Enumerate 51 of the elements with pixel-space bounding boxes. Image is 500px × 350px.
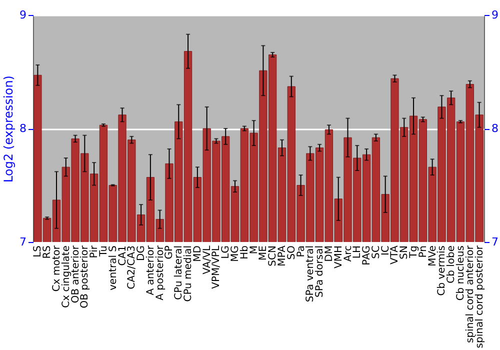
x-tick-label: PAG bbox=[362, 246, 373, 266]
y-tick-label: 7 bbox=[20, 236, 26, 248]
x-tick-label: A anterior bbox=[145, 244, 156, 296]
x-tick-label: GP bbox=[164, 246, 176, 260]
x-tick-label: Pir bbox=[89, 244, 100, 258]
x-tick-label: ventral S bbox=[108, 246, 119, 290]
y2-tick-label: 9 bbox=[492, 8, 498, 22]
x-tick-label: OB posterior bbox=[80, 244, 91, 308]
x-tick-label: VTA bbox=[390, 245, 401, 265]
x-tick-label: CPu medial bbox=[183, 246, 194, 302]
x-tick-label: M bbox=[248, 246, 260, 254]
x-tick-label: SC bbox=[370, 245, 382, 259]
x-tick-label: DG bbox=[136, 246, 148, 261]
x-tick-label: A posterior bbox=[154, 244, 166, 300]
x-tick-label: CA1 bbox=[117, 246, 128, 266]
x-tick-label: MPA bbox=[276, 245, 288, 266]
x-tick-label: Cx motor bbox=[51, 244, 62, 292]
x-tick-label: MVe bbox=[427, 246, 438, 266]
x-tick-label: ME bbox=[258, 246, 270, 260]
x-tick-label: spinal cord anterior bbox=[464, 244, 476, 343]
x-tick-label: OB anterior bbox=[70, 244, 82, 304]
x-tick-label: Cb nucleus bbox=[456, 246, 467, 301]
x-tick-label: Tg bbox=[408, 246, 420, 259]
x-tick-label: SO bbox=[286, 245, 298, 260]
x-tick-label: SPa dorsal bbox=[314, 246, 326, 298]
x-tick-label: VA/VL bbox=[202, 245, 213, 274]
y2-tick-label: 8 bbox=[492, 122, 498, 135]
x-tick-label: IC bbox=[380, 245, 392, 256]
x-tick-label: Tu bbox=[98, 246, 110, 258]
x-tick-label: Cb lobe bbox=[446, 246, 458, 284]
x-tick-label: SCN bbox=[268, 246, 279, 266]
y-axis-title: Log2 (expression) bbox=[2, 76, 16, 182]
x-tick-label: Arc bbox=[342, 246, 354, 262]
x-tick-label: CA2/CA3 bbox=[126, 246, 138, 290]
x-tick-label: LS bbox=[32, 246, 44, 258]
x-tick-label: RS bbox=[42, 246, 54, 259]
x-tick-label: VPM/VPL bbox=[211, 245, 222, 289]
y-tick-label: 8 bbox=[20, 122, 26, 135]
x-tick-label: Hb bbox=[239, 246, 250, 260]
x-tick-label: MD bbox=[192, 245, 204, 262]
x-tick-label: Pa bbox=[296, 246, 307, 258]
x-tick-label: LG bbox=[220, 246, 232, 259]
x-tick-label: VMH bbox=[333, 246, 344, 268]
x-tick-label: spinal cord posterior bbox=[474, 244, 486, 348]
y-tick-label: 9 bbox=[20, 8, 26, 22]
x-tick-label: SN bbox=[399, 246, 410, 260]
x-tick-label: DM bbox=[324, 246, 335, 262]
y2-tick-label: 7 bbox=[492, 236, 498, 248]
x-tick-label: Pn bbox=[418, 246, 429, 258]
x-tick-label: LH bbox=[352, 246, 364, 259]
x-tick-label: Cx cingulate bbox=[60, 246, 72, 308]
